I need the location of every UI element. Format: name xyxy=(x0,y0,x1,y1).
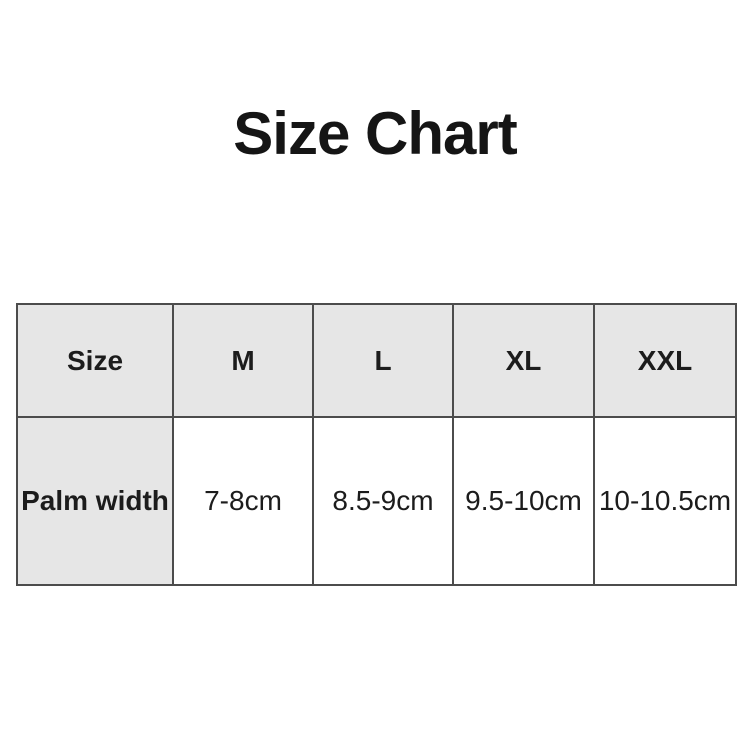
page-title: Size Chart xyxy=(233,100,517,167)
row-label-palm-width: Palm width xyxy=(16,416,174,586)
cell-palm-width-m: 7-8cm xyxy=(172,416,314,586)
cell-palm-width-l: 8.5-9cm xyxy=(312,416,454,586)
header-cell-xl: XL xyxy=(452,303,595,418)
cell-palm-width-xl: 9.5-10cm xyxy=(452,416,595,586)
header-cell-l: L xyxy=(312,303,454,418)
cell-palm-width-xxl: 10-10.5cm xyxy=(593,416,737,586)
header-cell-size: Size xyxy=(16,303,174,418)
header-cell-m: M xyxy=(172,303,314,418)
header-cell-xxl: XXL xyxy=(593,303,737,418)
size-chart-table: Size M L XL XXL Palm width 7-8cm 8.5-9cm… xyxy=(16,303,737,586)
table-header-row: Size M L XL XXL xyxy=(16,303,737,418)
table-row-palm-width: Palm width 7-8cm 8.5-9cm 9.5-10cm 10-10.… xyxy=(16,416,737,586)
